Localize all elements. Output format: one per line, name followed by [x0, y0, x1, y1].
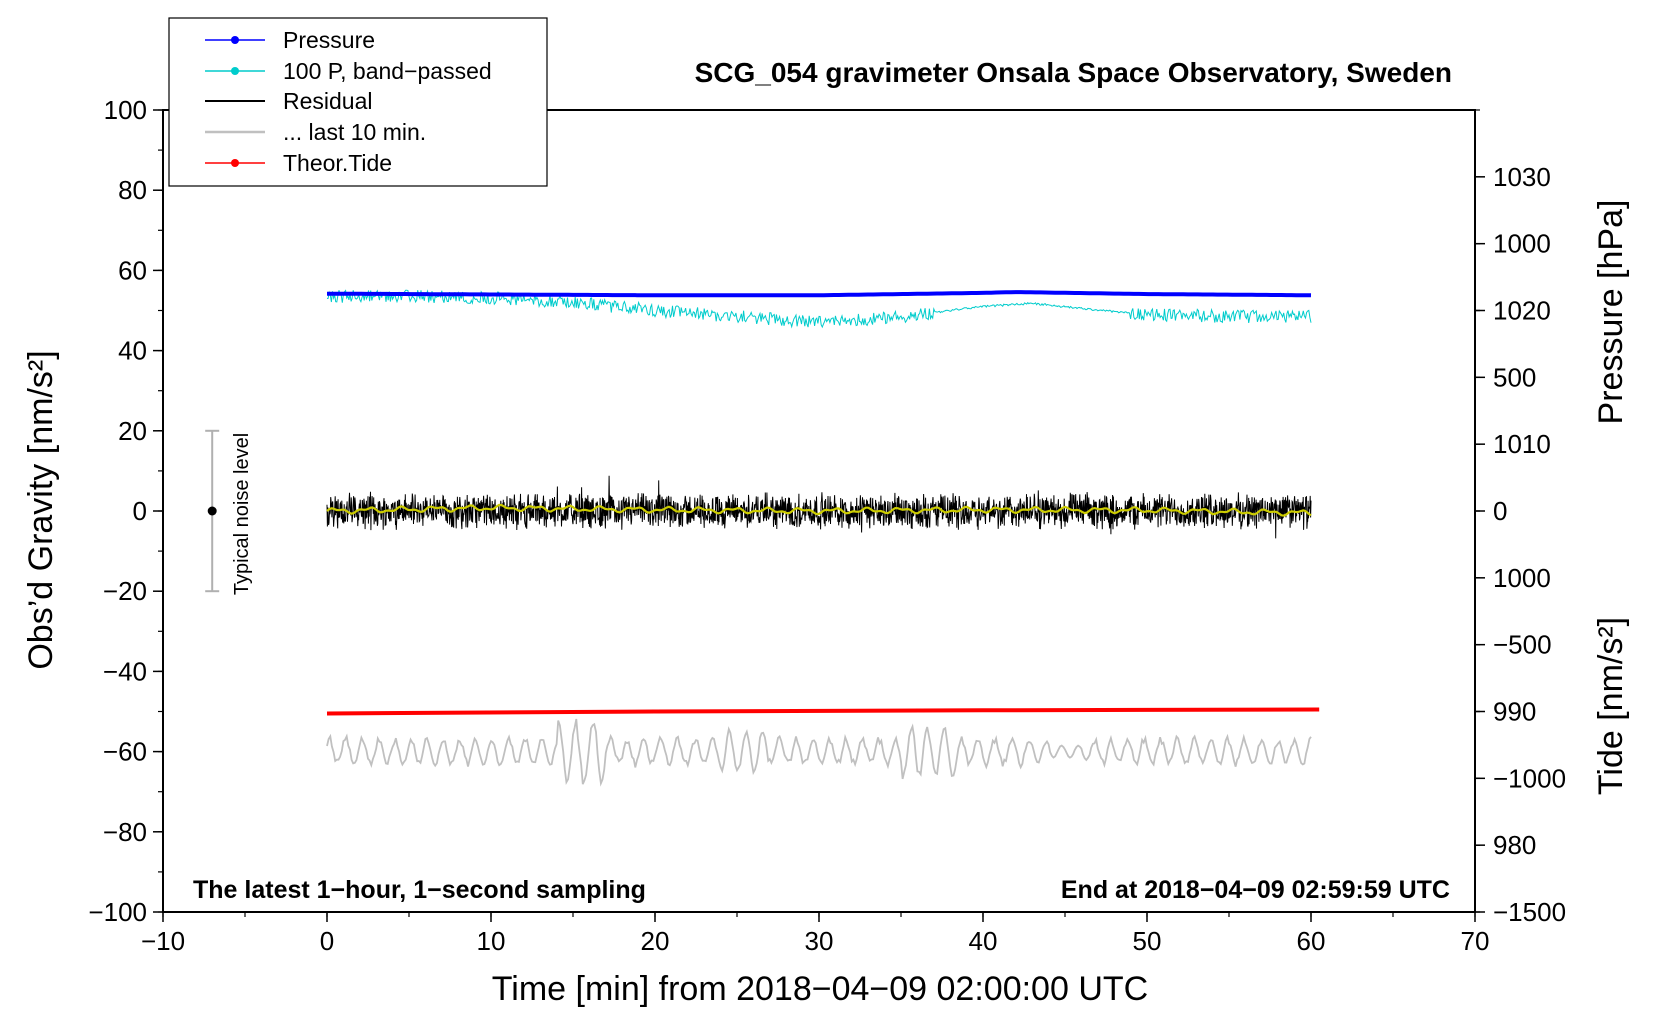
legend-marker-bandpassed: [231, 67, 239, 75]
noise-level-indicator: [205, 429, 220, 593]
series-residual-line: [326, 475, 1312, 539]
tide-tick-label: 1000: [1493, 229, 1551, 259]
y-tick-label: 80: [118, 175, 147, 205]
y-tick-label: −100: [88, 897, 147, 927]
y-tick-label: −80: [103, 817, 147, 847]
tide-tick-label: −1000: [1493, 763, 1566, 793]
noise-level-label: Typical noise level: [231, 433, 253, 595]
y-tick-label: −40: [103, 656, 147, 686]
y-tick-label: −60: [103, 737, 147, 767]
y-axis-title-left: Obs’d Gravity [nm/s²]: [22, 350, 60, 669]
series-tide-line: [326, 707, 1320, 716]
x-tick-label: 0: [320, 926, 334, 956]
tide-tick-label: −1500: [1493, 897, 1566, 927]
x-tick-label: 10: [477, 926, 506, 956]
x-tick-label: −10: [141, 926, 185, 956]
pressure-tick-label: 1010: [1493, 429, 1551, 459]
series-residual-smoothed-line: [326, 503, 1312, 517]
pressure-tick-label: 990: [1493, 697, 1536, 727]
y-tick-label: 20: [118, 416, 147, 446]
tide-tick-label: 500: [1493, 362, 1536, 392]
y-tick-label: 60: [118, 255, 147, 285]
note-end-time: End at 2018−04−09 02:59:59 UTC: [1061, 876, 1450, 904]
legend: Pressure 100 P, band−passed Residual ...…: [168, 17, 548, 187]
y-axis-title-pressure: Pressure [hPa]: [1592, 200, 1630, 425]
legend-marker-tide: [231, 159, 239, 167]
legend-label-residual: Residual: [283, 88, 373, 114]
series-last10-line: [326, 718, 1312, 787]
y-tick-label: 0: [133, 496, 147, 526]
legend-item-pressure: Pressure: [205, 27, 375, 53]
x-tick-label: 60: [1297, 926, 1326, 956]
tide-tick-label: 0: [1493, 496, 1507, 526]
legend-label-bandpassed: 100 P, band−passed: [283, 58, 492, 84]
x-tick-label: 70: [1461, 926, 1490, 956]
legend-item-residual: Residual: [205, 88, 373, 114]
x-tick-label: 30: [805, 926, 834, 956]
y-tick-label: −20: [103, 576, 147, 606]
pressure-tick-label: 1030: [1493, 162, 1551, 192]
axes-layer: −10 0 10 20 30 40 50 60 70−100−80−60−40−20020406…: [88, 95, 1566, 956]
legend-label-pressure: Pressure: [283, 27, 375, 53]
series-pressure-line: [327, 290, 1312, 298]
legend-item-last10: ... last 10 min.: [205, 119, 426, 145]
legend-label-last10: ... last 10 min.: [283, 119, 426, 145]
x-tick-label: 50: [1133, 926, 1162, 956]
legend-label-tide: Theor.Tide: [283, 150, 392, 176]
legend-marker-pressure: [231, 36, 239, 44]
x-tick-label: 40: [969, 926, 998, 956]
pressure-tick-label: 1020: [1493, 296, 1551, 326]
chart-title: SCG_054 gravimeter Onsala Space Observat…: [695, 57, 1452, 88]
legend-item-tide: Theor.Tide: [205, 150, 392, 176]
data-layer: [326, 289, 1320, 787]
y-tick-label: 40: [118, 336, 147, 366]
x-axis-title: Time [min] from 2018−04−09 02:00:00 UTC: [492, 970, 1148, 1008]
pressure-tick-label: 1000: [1493, 563, 1551, 593]
tide-tick-label: −500: [1493, 630, 1552, 660]
y-axis-title-tide: Tide [nm/s²]: [1592, 617, 1630, 795]
series-bandpassed-line: [326, 289, 1312, 329]
x-tick-label: 20: [641, 926, 670, 956]
note-sampling: The latest 1−hour, 1−second sampling: [193, 876, 646, 904]
pressure-tick-label: 980: [1493, 830, 1536, 860]
legend-item-bandpassed: 100 P, band−passed: [205, 58, 492, 84]
noise-bar-center-dot: [207, 506, 217, 516]
y-tick-label: 100: [104, 95, 147, 125]
